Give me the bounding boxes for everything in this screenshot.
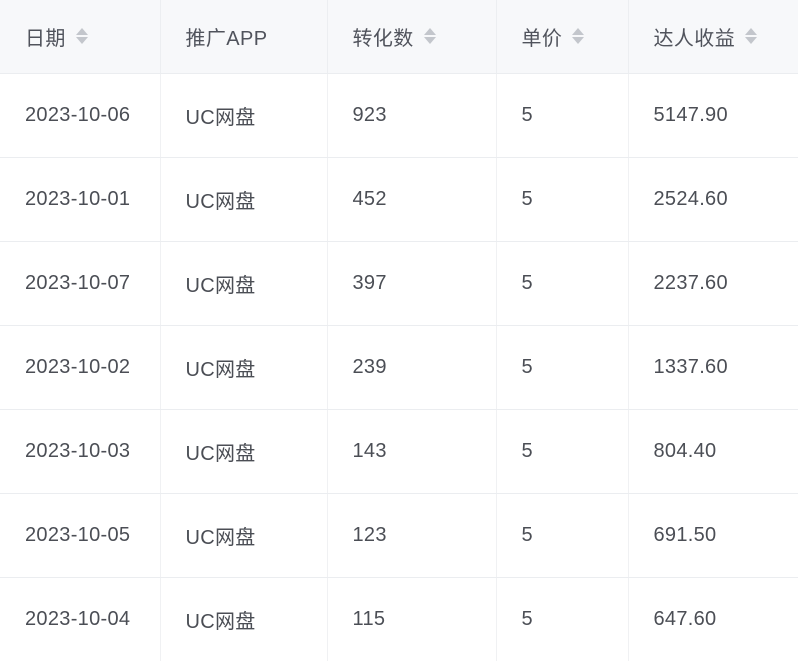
caret-up-icon [75,28,88,36]
table-row[interactable]: 2023-10-01 UC网盘 452 5 2524.60 [0,157,798,242]
caret-down-icon [572,37,585,45]
sort-updown-icon-date[interactable] [75,25,89,47]
cell-revenue: 1337.60 [628,325,798,410]
cell-revenue: 5147.90 [628,73,798,158]
cell-date: 2023-10-03 [0,409,161,494]
cell-app: UC网盘 [160,577,328,661]
column-header-revenue[interactable]: 达人收益 [628,0,798,74]
table-row[interactable]: 2023-10-02 UC网盘 239 5 1337.60 [0,325,798,410]
table-row[interactable]: 2023-10-05 UC网盘 123 5 691.50 [0,493,798,578]
cell-unit_price: 5 [496,577,629,661]
table-header-row: 日期 推广APP 转化数 [0,0,798,74]
cell-date: 2023-10-01 [0,157,161,242]
cell-date: 2023-10-04 [0,577,161,661]
caret-down-icon [423,37,436,45]
cell-conversions: 123 [327,493,497,578]
table-body: 2023-10-06 UC网盘 923 5 5147.90 2023-10-01 UC网盘 4… [0,73,798,661]
caret-up-icon [745,28,758,36]
cell-unit_price: 5 [496,157,629,242]
cell-revenue: 2237.60 [628,241,798,326]
cell-revenue: 2524.60 [628,157,798,242]
cell-conversions: 239 [327,325,497,410]
cell-revenue: 691.50 [628,493,798,578]
sort-updown-icon-revenue[interactable] [744,25,758,47]
cell-app: UC网盘 [160,241,328,326]
cell-conversions: 397 [327,241,497,326]
cell-revenue: 804.40 [628,409,798,494]
column-header-label-revenue: 达人收益 [653,27,736,50]
cell-app: UC网盘 [160,73,328,158]
table-row[interactable]: 2023-10-03 UC网盘 143 5 804.40 [0,409,798,494]
column-header-label-conversions: 转化数 [352,27,414,50]
cell-app: UC网盘 [160,325,328,410]
cell-date: 2023-10-05 [0,493,161,578]
table-row[interactable]: 2023-10-07 UC网盘 397 5 2237.60 [0,241,798,326]
caret-up-icon [572,28,585,36]
cell-app: UC网盘 [160,493,328,578]
cell-date: 2023-10-06 [0,73,161,158]
table-header: 日期 推广APP 转化数 [0,0,798,74]
caret-down-icon [75,37,88,45]
column-header-app[interactable]: 推广APP [160,0,328,74]
sort-updown-icon-unit-price[interactable] [571,25,585,47]
cell-date: 2023-10-07 [0,241,161,326]
cell-date: 2023-10-02 [0,325,161,410]
caret-down-icon [745,37,758,45]
cell-unit_price: 5 [496,493,629,578]
cell-conversions: 115 [327,577,497,661]
cell-unit_price: 5 [496,325,629,410]
column-header-conversions[interactable]: 转化数 [327,0,497,74]
cell-conversions: 143 [327,409,497,494]
table-row[interactable]: 2023-10-06 UC网盘 923 5 5147.90 [0,73,798,158]
cell-conversions: 923 [327,73,497,158]
cell-conversions: 452 [327,157,497,242]
cell-app: UC网盘 [160,157,328,242]
cell-revenue: 647.60 [628,577,798,661]
column-header-unit-price[interactable]: 单价 [496,0,629,74]
sort-updown-icon-conversions[interactable] [423,25,437,47]
cell-unit_price: 5 [496,73,629,158]
cell-unit_price: 5 [496,241,629,326]
caret-up-icon [423,28,436,36]
cell-app: UC网盘 [160,409,328,494]
column-header-date[interactable]: 日期 [0,0,161,74]
cell-unit_price: 5 [496,409,629,494]
column-header-label-app: 推广APP [185,27,268,50]
column-header-label-date: 日期 [25,27,66,50]
column-header-label-unit-price: 单价 [521,27,563,50]
table-row[interactable]: 2023-10-04 UC网盘 115 5 647.60 [0,577,798,661]
